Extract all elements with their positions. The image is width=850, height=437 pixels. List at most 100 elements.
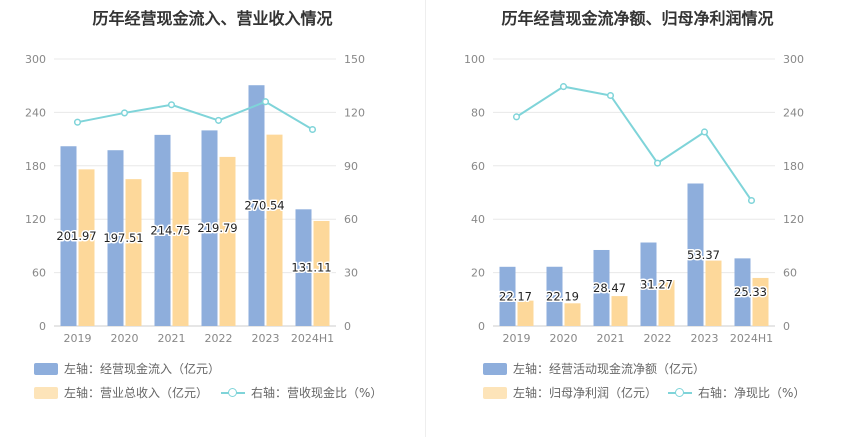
- right-axis-tick: 120: [344, 106, 365, 119]
- bar-revenue: [125, 179, 142, 326]
- bar-netprofit: [564, 303, 581, 326]
- left-axis-tick: 60: [32, 267, 46, 280]
- ratio-line: [515, 85, 753, 202]
- left-axis-tick: 80: [471, 106, 485, 119]
- x-axis-tick: 2019: [64, 332, 92, 345]
- right-axis-tick: 120: [783, 213, 804, 226]
- ratio-point: [214, 116, 223, 124]
- bar-netcash: [546, 266, 563, 326]
- right-axis-tick: 60: [783, 267, 797, 280]
- left-axis-tick: 180: [25, 160, 46, 173]
- x-axis-tick: 2021: [158, 332, 186, 345]
- ratio-point: [308, 125, 317, 134]
- bar-inflow: [295, 209, 312, 326]
- legend-label: 左轴：营业总收入（亿元）: [64, 386, 209, 400]
- left-axis-tick: 0: [478, 320, 485, 333]
- right-axis-tick: 30: [344, 267, 358, 280]
- legend-item-netprofit[interactable]: 左轴：归母净利润（亿元）: [483, 384, 657, 401]
- legend-swatch-blue: [34, 362, 58, 375]
- chart-panel-1: 历年经营现金流入、营业收入情况 0 60 120 180 240 300 0 30 60 90 12…: [25, 9, 382, 401]
- x-axis-tick: 2021: [597, 332, 625, 345]
- data-label: 25.33: [734, 285, 767, 299]
- chart-panel-2: 历年经营现金流净额、归母净利润情况 0 20 40 60 80 100 0 60 120 180 2…: [425, 0, 850, 437]
- chart-title-2: 历年经营现金流净额、归母净利润情况: [501, 9, 774, 28]
- legend-item-revenue[interactable]: 左轴：营业总收入（亿元）: [34, 384, 208, 401]
- bar-netcash: [734, 258, 751, 326]
- ratio-point: [653, 159, 662, 167]
- legend-label: 左轴：归母净利润（亿元）: [513, 386, 658, 400]
- bar-netprofit: [658, 280, 675, 326]
- data-label: 31.27: [640, 277, 673, 291]
- right-axis-tick: 0: [783, 320, 790, 333]
- bar-netprofit: [611, 296, 628, 326]
- bar-revenue: [172, 172, 189, 326]
- legend-swatch-orange: [483, 386, 507, 399]
- right-axis-tick: 150: [344, 53, 365, 66]
- ratio-point: [512, 113, 521, 121]
- bar-revenue: [266, 134, 283, 326]
- legend-label: 右轴：营收现金比（%）: [251, 386, 383, 400]
- x-axis-tick: 2020: [111, 332, 139, 345]
- left-axis-tick: 40: [471, 213, 485, 226]
- legend-item-netratio[interactable]: 右轴：净现比（%）: [668, 384, 805, 401]
- left-axis-tick: 20: [471, 267, 485, 280]
- x-axis-tick: 2024H1: [291, 332, 334, 345]
- bar-inflow: [201, 130, 218, 326]
- data-label: 28.47: [593, 281, 626, 295]
- ratio-point: [747, 196, 756, 205]
- left-axis-tick: 60: [471, 160, 485, 173]
- panel-divider: [425, 0, 426, 437]
- right-axis-tick: 240: [783, 106, 804, 119]
- bar-netprofit: [752, 277, 769, 326]
- x-axis-tick: 2023: [252, 332, 280, 345]
- chart-2-svg: 0 20 40 60 80 100 0 60 120 180 240 300 2019 2020 2021 2…: [464, 53, 804, 345]
- bar-netcash: [499, 266, 516, 326]
- data-label: 53.37: [687, 248, 720, 262]
- x-axis-tick: 2022: [644, 332, 672, 345]
- left-axis-tick: 240: [25, 106, 46, 119]
- data-label: 201.97: [56, 229, 96, 243]
- x-axis-tick: 2019: [503, 332, 531, 345]
- bar-netcash: [687, 183, 704, 326]
- bar-inflow: [107, 150, 124, 326]
- bar-netcash: [593, 249, 610, 326]
- legend-item-netcash[interactable]: 左轴：经营活动现金流净额（亿元）: [483, 360, 705, 377]
- legend-line-icon: [221, 387, 245, 399]
- left-axis-tick: 300: [25, 53, 46, 66]
- bar-revenue: [219, 156, 236, 326]
- bar-inflow: [154, 134, 171, 326]
- right-axis-tick: 0: [344, 320, 351, 333]
- right-axis-tick: 90: [344, 160, 358, 173]
- x-axis-tick: 2023: [691, 332, 719, 345]
- legend-label: 左轴：经营现金流入（亿元）: [64, 362, 221, 376]
- ratio-point: [606, 91, 615, 100]
- ratio-point: [73, 118, 82, 126]
- legend-swatch-blue: [483, 362, 507, 375]
- ratio-point: [559, 83, 568, 91]
- ratio-point: [167, 101, 176, 109]
- data-label: 214.75: [150, 223, 190, 237]
- left-axis-tick: 120: [25, 213, 46, 226]
- x-axis-tick: 2020: [550, 332, 578, 345]
- bar-inflow: [248, 85, 265, 327]
- ratio-point: [120, 109, 129, 117]
- data-label: 22.17: [499, 289, 532, 303]
- right-axis-tick: 180: [783, 160, 804, 173]
- data-label: 270.54: [244, 199, 284, 213]
- bar-netcash: [640, 242, 657, 326]
- legend-line-icon: [668, 387, 692, 399]
- bar-inflow: [60, 146, 77, 326]
- legend-label: 右轴：净现比（%）: [698, 386, 806, 400]
- data-label: 219.79: [197, 221, 237, 235]
- x-axis-tick: 2022: [205, 332, 233, 345]
- bar-netprofit: [517, 300, 534, 326]
- left-axis-tick: 100: [464, 53, 485, 66]
- data-label: 131.11: [291, 261, 331, 275]
- bar-revenue: [313, 220, 330, 326]
- right-axis-tick: 300: [783, 53, 804, 66]
- legend-item-inflow[interactable]: 左轴：经营现金流入（亿元）: [34, 360, 220, 377]
- legend-swatch-orange: [34, 386, 58, 399]
- legend-item-ratio[interactable]: 右轴：营收现金比（%）: [221, 384, 382, 401]
- ratio-point: [700, 128, 709, 136]
